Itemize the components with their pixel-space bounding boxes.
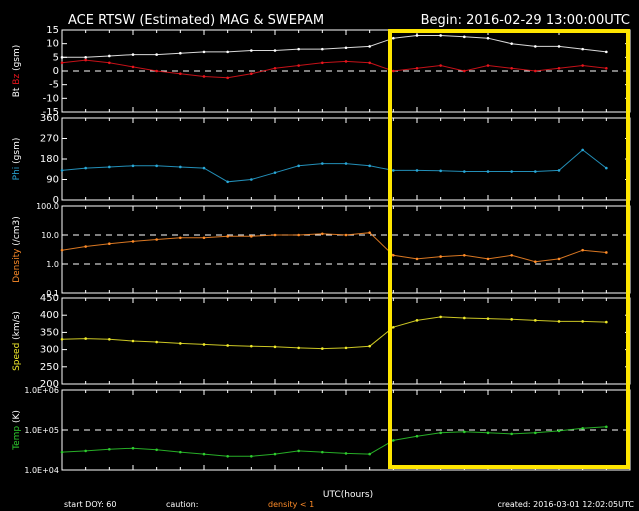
y-tick-label: 400 xyxy=(40,310,59,321)
panels: 15 10 5 0 -5 -10 -15 Bt Bz (gsm) 360 270 180 90 0 Phi… xyxy=(12,25,631,475)
y-tick-label: 1.0E+05 xyxy=(24,426,59,435)
y-axis-label-part: (gsm) xyxy=(12,138,22,167)
caution-label: caution: xyxy=(166,500,198,509)
panel-frame xyxy=(61,389,631,471)
y-tick-label: 90 xyxy=(46,175,59,186)
y-axis-label-part: (/cm3) xyxy=(12,216,22,248)
y-tick-label: -10 xyxy=(43,93,59,104)
panel-frame xyxy=(61,117,631,201)
y-axis-label-part: Speed xyxy=(12,343,22,371)
series-line xyxy=(61,149,607,183)
series-line xyxy=(62,35,607,58)
y-tick-label: 15 xyxy=(46,25,59,36)
y-axis-label: Density (/cm3) xyxy=(12,216,22,283)
y-tick-label: 360 xyxy=(40,113,59,124)
highlight-rect xyxy=(388,29,630,469)
y-tick-label: 450 xyxy=(40,293,59,304)
y-tick-label: 5 xyxy=(53,52,59,63)
y-tick-label: 1.0E+04 xyxy=(24,466,59,475)
data-point xyxy=(605,66,608,70)
series-density xyxy=(60,231,608,264)
y-axis-label-part: Density xyxy=(12,248,22,283)
y-axis-label-part: (gsm) xyxy=(12,45,22,74)
series-line xyxy=(61,232,607,263)
begin-time: Begin: 2016-02-29 13:00:00UTC xyxy=(421,13,630,28)
y-tick-label: 180 xyxy=(40,154,59,165)
series-line xyxy=(61,59,607,79)
y-tick-label: 300 xyxy=(40,345,59,356)
chart-title: ACE RTSW (Estimated) MAG & SWEPAM xyxy=(68,13,324,28)
y-tick-label: -5 xyxy=(49,80,59,91)
y-tick-label: 250 xyxy=(40,362,59,373)
y-axis-label-part: (K) xyxy=(12,410,22,426)
data-point xyxy=(605,320,608,324)
series-bz xyxy=(60,58,608,80)
y-tick-label: 0.1 xyxy=(46,289,59,298)
panel-frame xyxy=(61,297,631,385)
y-tick-label: -15 xyxy=(43,107,59,118)
series-speed xyxy=(60,315,608,350)
created-time: created: 2016-03-01 12:02:05UTC xyxy=(497,500,634,509)
panel-density: 100.0 10.0 1.0 0.1 Density (/cm3) xyxy=(12,202,631,298)
y-axis-label-part: Phi xyxy=(12,167,22,181)
y-tick-label: 200 xyxy=(40,379,59,390)
y-tick-label: 10.0 xyxy=(41,231,59,240)
panel-mag: 15 10 5 0 -5 -10 -15 Bt Bz (gsm) xyxy=(12,25,631,118)
x-axis-label: UTC(hours) xyxy=(323,490,373,500)
y-axis-label: Temp (K) xyxy=(12,410,22,451)
data-point xyxy=(60,450,64,454)
y-axis-label-part: Bt xyxy=(12,87,22,97)
y-tick-label: 350 xyxy=(40,327,59,338)
panel-phi: 360 270 180 90 0 Phi (gsm) xyxy=(12,113,631,206)
panel-frame xyxy=(61,205,631,294)
data-point xyxy=(605,251,608,254)
series-phi xyxy=(60,148,608,184)
y-tick-label: 1.0E+06 xyxy=(24,386,59,395)
panel-temp: 1.0E+06 1.0E+05 1.0E+04 Temp (K) xyxy=(12,386,631,475)
y-tick-label: 270 xyxy=(40,134,59,145)
y-tick-label: 1.0 xyxy=(46,260,59,269)
y-tick-label: 100.0 xyxy=(36,202,59,211)
y-axis-label-part: Bz xyxy=(12,74,22,88)
y-tick-label: 0 xyxy=(53,195,59,206)
density-caution: density < 1 xyxy=(268,500,314,509)
series-temp xyxy=(60,425,608,458)
series-line xyxy=(61,316,607,350)
panel-speed: 450 400 350 300 250 200 Speed (km/s) xyxy=(12,293,631,390)
data-point xyxy=(605,50,608,54)
y-axis-label: Phi (gsm) xyxy=(12,138,22,181)
y-tick-label: 10 xyxy=(46,39,59,50)
panel-frame xyxy=(61,29,631,113)
start-doy: start DOY: 60 xyxy=(64,500,116,509)
y-axis-label-part: (km/s) xyxy=(12,311,22,343)
y-axis-label: Speed (km/s) xyxy=(12,311,22,371)
y-axis-label: Bt Bz (gsm) xyxy=(12,45,22,98)
series-bt xyxy=(60,34,608,59)
series-line xyxy=(61,426,607,457)
data-point xyxy=(605,425,608,429)
highlight-box xyxy=(388,29,630,469)
y-axis-label-part: Temp xyxy=(12,426,22,451)
y-tick-label: 0 xyxy=(53,66,59,77)
